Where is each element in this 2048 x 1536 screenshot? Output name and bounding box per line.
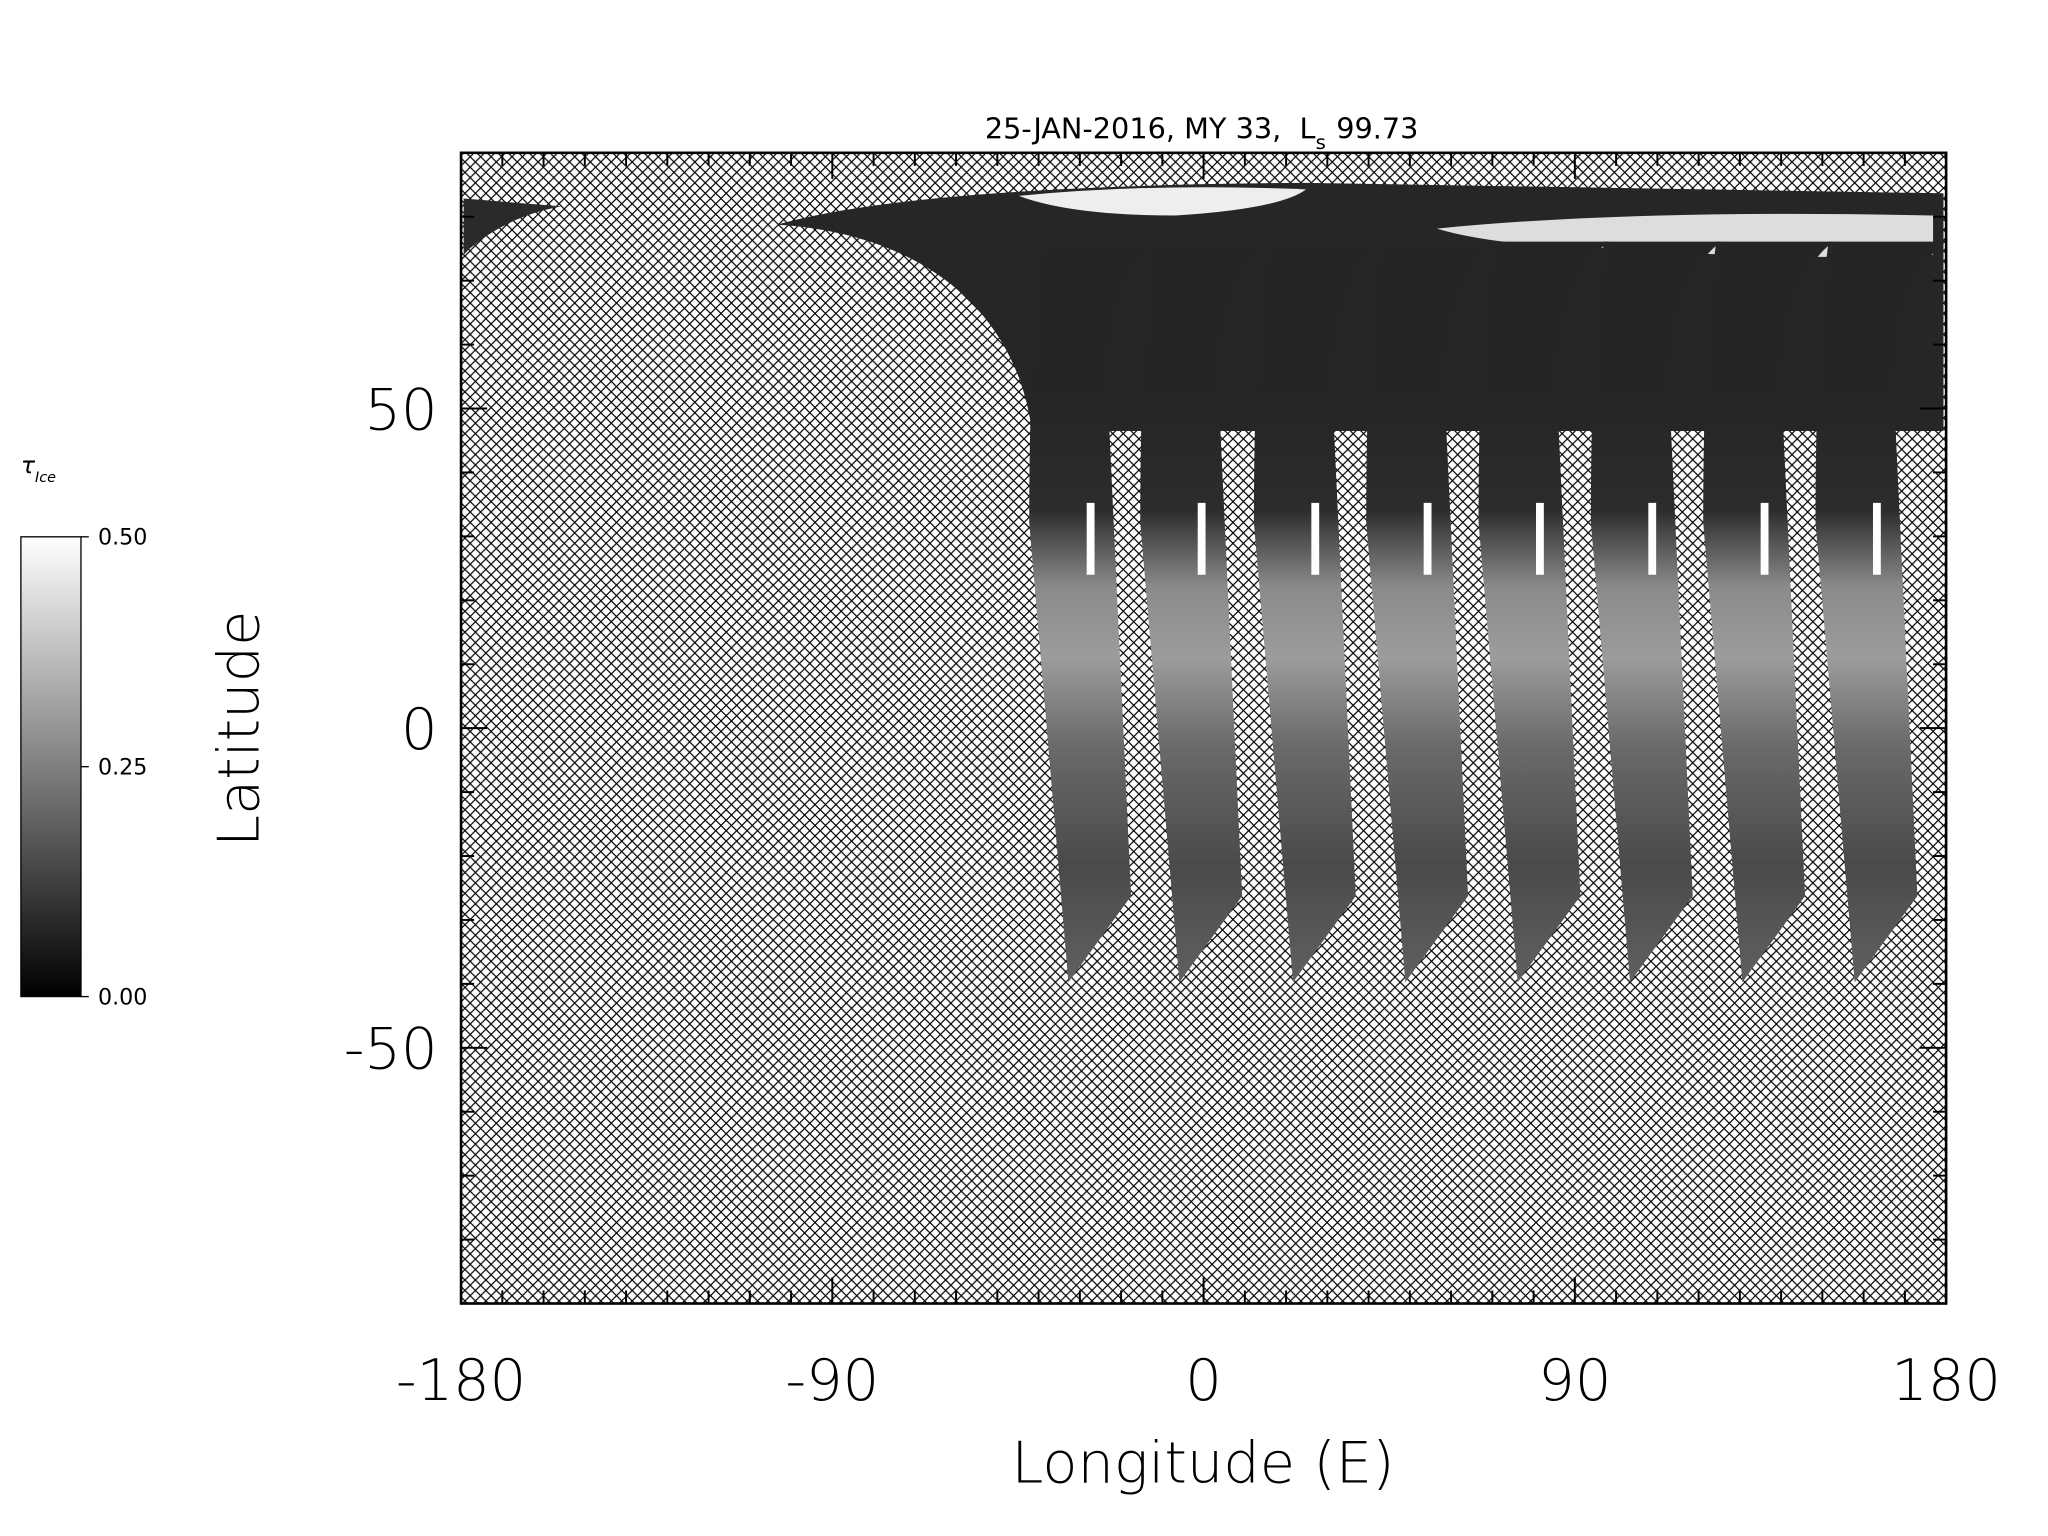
colorbar-tick-label: 0.50 [98, 525, 147, 551]
swath-gap [1086, 502, 1095, 575]
colorbar-subscript: Ice [35, 470, 56, 486]
swath-gap [1311, 502, 1320, 575]
y-tick-label: -50 [344, 1016, 438, 1083]
colorbar-tick-label: 0.00 [98, 984, 147, 1010]
swath-gap [1872, 502, 1881, 575]
x-tick-label: 0 [1185, 1347, 1222, 1414]
title-ls-sub: s [1316, 131, 1326, 154]
swath-gap [1536, 502, 1544, 575]
swath-gap [1648, 502, 1657, 575]
swath [1366, 241, 1497, 983]
swath [1703, 241, 1834, 983]
y-tick-label: 50 [364, 376, 437, 443]
observation-swaths [463, 182, 1947, 983]
swath [1815, 241, 1947, 983]
swath-gap [1423, 502, 1432, 575]
y-axis-label: Latitude [206, 611, 273, 847]
title-ls-value: 99.73 [1336, 111, 1418, 145]
x-tick-label: -180 [396, 1347, 526, 1414]
colorbar-tick-label: 0.25 [98, 755, 147, 781]
chart-title: 25-JAN-2016, MY 33, Ls 99.73 [985, 111, 1419, 153]
swath [1478, 241, 1610, 983]
title-ls: L [1300, 111, 1316, 145]
colorbar [20, 536, 82, 998]
swath [1253, 241, 1385, 983]
title-date: 25-JAN-2016, MY 33, [985, 111, 1281, 145]
x-tick-label: 90 [1538, 1347, 1611, 1414]
swath [1029, 241, 1160, 983]
x-axis-label: Longitude (E) [1011, 1429, 1394, 1496]
swath-gap [1760, 502, 1769, 575]
colorbar-label: τIce [21, 451, 56, 486]
x-tick-label: 180 [1891, 1347, 2001, 1414]
swath-fragment [463, 198, 562, 255]
polar-cap [1018, 187, 1307, 216]
x-tick-label: -90 [785, 1347, 879, 1414]
y-tick-label: 0 [401, 696, 438, 763]
swath [1590, 241, 1722, 983]
swath-gap [1197, 502, 1206, 575]
swath [1140, 241, 1271, 983]
colorbar-symbol: τ [21, 451, 36, 479]
